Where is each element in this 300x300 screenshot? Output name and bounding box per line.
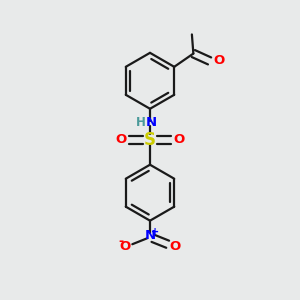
Text: +: + (151, 227, 159, 237)
Text: N: N (144, 229, 156, 242)
Text: -: - (118, 235, 123, 248)
Text: O: O (213, 54, 224, 68)
Text: N: N (145, 116, 156, 128)
Text: S: S (144, 131, 156, 149)
Text: H: H (136, 116, 146, 128)
Text: O: O (173, 133, 184, 146)
Text: O: O (169, 240, 180, 253)
Text: O: O (120, 240, 131, 253)
Text: O: O (116, 133, 127, 146)
